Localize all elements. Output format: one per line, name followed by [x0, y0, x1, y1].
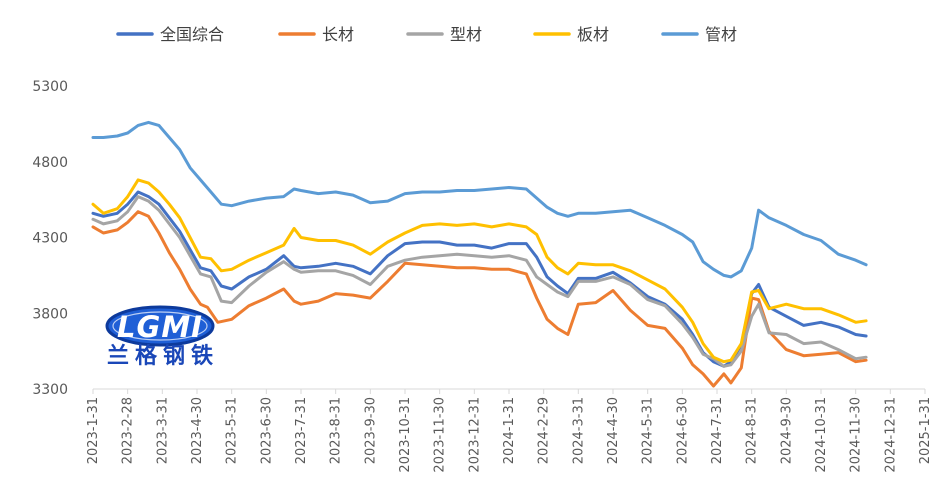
legend-label-0: 全国综合	[160, 25, 224, 44]
x-tick-label-5: 2023-6-30	[259, 397, 274, 464]
x-tick-label-17: 2024-6-30	[675, 397, 690, 464]
y-tick-label-1: 3800	[32, 306, 68, 322]
legend-label-4: 管材	[705, 25, 737, 44]
x-tick-label-23: 2024-12-31	[883, 397, 898, 473]
x-tick-label-9: 2023-10-31	[398, 397, 413, 473]
x-tick-label-16: 2024-5-31	[641, 397, 656, 464]
x-tick-label-18: 2024-7-31	[710, 397, 725, 464]
x-tick-label-14: 2024-3-31	[571, 397, 586, 464]
y-tick-label-2: 4300	[32, 231, 68, 247]
x-tick-label-6: 2023-7-31	[294, 397, 309, 464]
y-axis: 3300 3800 4300 4800 5300	[32, 79, 68, 398]
x-tick-label-2: 2023-3-31	[155, 397, 170, 464]
x-tick-label-0: 2023-1-31	[86, 397, 101, 464]
x-tick-label-10: 2023-11-30	[433, 397, 448, 473]
x-tick-label-24: 2025-1-31	[918, 397, 933, 464]
x-tick-label-20: 2024-9-30	[779, 397, 794, 464]
logo-brand-name: 兰格钢铁	[107, 343, 219, 369]
x-tick-label-15: 2024-4-30	[606, 397, 621, 464]
series-line-0	[91, 190, 868, 368]
legend-label-1: 长材	[322, 25, 354, 44]
series-line-2	[91, 195, 868, 368]
x-tick-label-1: 2023-2-28	[121, 397, 136, 464]
logo-oval-inner	[112, 311, 208, 341]
logo-word: LGMI	[117, 310, 203, 344]
series-lines	[91, 120, 868, 388]
x-tick-label-8: 2023-9-30	[363, 397, 378, 464]
x-tick-label-19: 2024-8-31	[745, 397, 760, 464]
x-tick-label-4: 2023-5-31	[225, 397, 240, 464]
x-tick-label-21: 2024-10-31	[814, 397, 829, 473]
series-line-4	[91, 120, 868, 279]
x-tick-label-7: 2023-8-31	[329, 397, 344, 464]
y-tick-label-4: 5300	[32, 79, 68, 95]
x-tick-label-11: 2023-12-31	[467, 397, 482, 473]
y-tick-label-3: 4800	[32, 155, 68, 171]
x-tick-label-13: 2024-2-29	[537, 397, 552, 464]
legend-label-2: 型材	[450, 25, 482, 44]
series-line-1	[91, 210, 868, 388]
chart-legend: 全国综合 长材 型材 板材 管材	[116, 25, 737, 44]
logo-oval	[105, 305, 215, 347]
series-line-3	[91, 178, 868, 364]
lgmi-watermark-logo: LGMI 兰格钢铁	[105, 305, 219, 369]
legend-label-3: 板材	[577, 25, 609, 44]
x-tick-label-22: 2024-11-30	[849, 397, 864, 473]
x-tick-label-12: 2024-1-31	[502, 397, 517, 464]
y-tick-label-0: 3300	[32, 382, 68, 398]
x-tick-label-3: 2023-4-30	[190, 397, 205, 464]
x-axis: 2023-1-31 2023-2-28 2023-3-31 2023-4-30 2023…	[86, 388, 933, 473]
